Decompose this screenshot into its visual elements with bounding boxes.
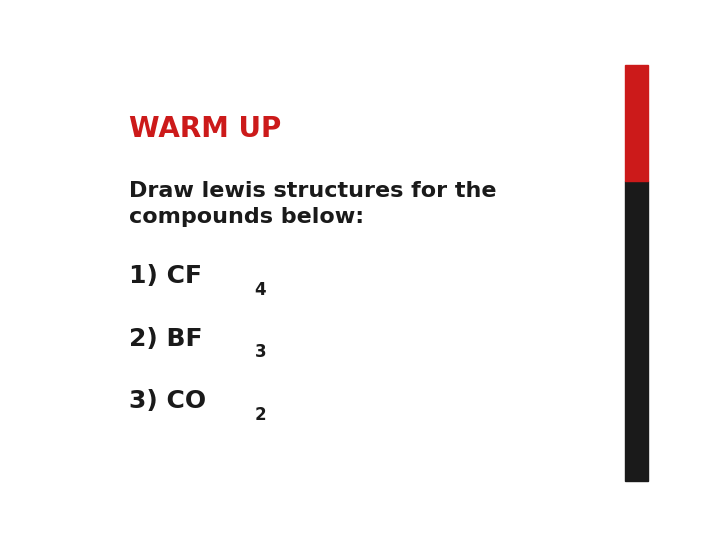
- Bar: [624, 65, 648, 181]
- Text: 2) BF: 2) BF: [129, 327, 202, 351]
- Text: Draw lewis structures for the
compounds below:: Draw lewis structures for the compounds …: [129, 181, 497, 227]
- Text: 1) CF: 1) CF: [129, 265, 202, 288]
- Text: 3: 3: [255, 343, 266, 361]
- Text: 4: 4: [255, 281, 266, 299]
- Text: WARM UP: WARM UP: [129, 114, 282, 143]
- Text: 3) CO: 3) CO: [129, 389, 206, 413]
- Text: 2: 2: [255, 406, 266, 424]
- Bar: [624, 181, 648, 481]
